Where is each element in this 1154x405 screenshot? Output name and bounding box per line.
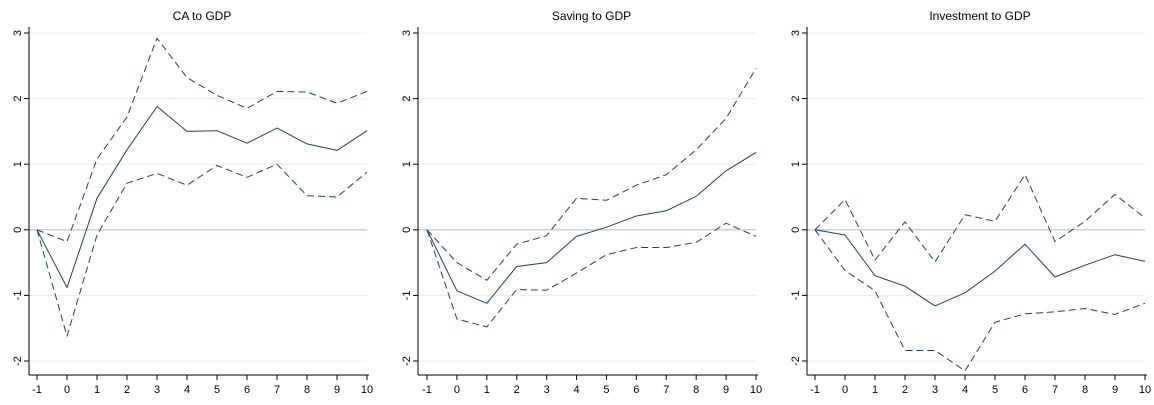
upper-band-line — [814, 174, 1146, 263]
chart-panel-2: Saving to GDP -2 -1 0 1 2 3 -1 0 1 2 3 4 5 6 7 8 9 10 — [401, 9, 762, 396]
lower-band-line — [36, 163, 368, 337]
y-tick-label: -1 — [401, 291, 413, 301]
x-tick-label: 9 — [334, 384, 340, 396]
x-tick-label: 1 — [94, 384, 100, 396]
x-tick-label: 1 — [872, 384, 878, 396]
x-tick-label: 7 — [274, 384, 280, 396]
y-tick-label: 1 — [12, 161, 24, 167]
y-tick-label: 0 — [790, 227, 802, 233]
y-tick-label: 2 — [12, 96, 24, 102]
data-point — [725, 117, 727, 119]
x-tick-label: 5 — [603, 384, 609, 396]
y-tick-label: -2 — [790, 356, 802, 366]
x-tick-label: 7 — [663, 384, 669, 396]
data-point — [1144, 217, 1146, 219]
y-tick-label: 3 — [401, 30, 413, 36]
x-tick-label: 8 — [693, 384, 699, 396]
data-point — [336, 196, 338, 198]
y-tick-label: 3 — [790, 30, 802, 36]
lower-band-line — [814, 229, 1146, 372]
data-point — [1084, 220, 1086, 222]
estimate-line — [814, 229, 1146, 307]
x-tick-label: 3 — [544, 384, 550, 396]
x-tick-label: 10 — [750, 384, 762, 396]
x-tick-label: 3 — [932, 384, 938, 396]
x-tick-label: 4 — [184, 384, 190, 396]
x-tick-label: -1 — [32, 384, 42, 396]
data-point — [1024, 174, 1026, 176]
estimate-line — [426, 151, 757, 304]
y-tick-label: -2 — [12, 356, 24, 366]
y-tick-label: 1 — [401, 161, 413, 167]
x-tick-label: 9 — [1112, 384, 1118, 396]
data-point — [1054, 311, 1056, 313]
y-tick-label: 2 — [401, 96, 413, 102]
data-point — [186, 184, 188, 186]
data-point — [994, 220, 996, 222]
data-point — [844, 199, 846, 201]
x-tick-label: 6 — [244, 384, 250, 396]
y-tick-label: -1 — [790, 291, 802, 301]
y-tick-label: 2 — [790, 96, 802, 102]
x-tick-label: 6 — [633, 384, 639, 396]
data-point — [605, 254, 607, 256]
x-tick-label: 5 — [214, 384, 220, 396]
y-tick-label: 1 — [790, 161, 802, 167]
x-tick-label: 6 — [1022, 384, 1028, 396]
y-tick-label: 0 — [401, 227, 413, 233]
x-tick-label: 8 — [1082, 384, 1088, 396]
x-tick-label: 3 — [154, 384, 160, 396]
data-point — [695, 149, 697, 151]
chart-title: Investment to GDP — [929, 9, 1030, 23]
y-tick-label: -2 — [401, 356, 413, 366]
y-tick-label: -1 — [12, 291, 24, 301]
y-tick-label: 3 — [12, 30, 24, 36]
x-tick-label: 4 — [962, 384, 968, 396]
x-tick-label: 0 — [454, 384, 460, 396]
x-tick-label: 10 — [361, 384, 373, 396]
x-tick-label: 1 — [484, 384, 490, 396]
data-point — [874, 290, 876, 292]
x-tick-label: 2 — [902, 384, 908, 396]
chart-panel-1: CA to GDP -2 -1 0 1 2 3 -1 0 1 2 3 4 5 6 7 8 9 10 — [12, 9, 373, 396]
x-tick-label: 8 — [304, 384, 310, 396]
data-point — [186, 77, 188, 79]
x-tick-label: 9 — [723, 384, 729, 396]
upper-band-line — [36, 37, 368, 243]
lower-band-line — [426, 222, 757, 328]
x-tick-label: 0 — [842, 384, 848, 396]
y-tick-label: 0 — [12, 227, 24, 233]
x-tick-label: -1 — [810, 384, 820, 396]
x-tick-label: 0 — [64, 384, 70, 396]
x-tick-label: 4 — [573, 384, 579, 396]
x-tick-label: 5 — [992, 384, 998, 396]
x-tick-label: 2 — [514, 384, 520, 396]
x-tick-label: 7 — [1052, 384, 1058, 396]
x-tick-label: 2 — [124, 384, 130, 396]
x-tick-label: -1 — [422, 384, 432, 396]
upper-band-line — [426, 68, 757, 281]
data-point — [306, 91, 308, 93]
x-tick-label: 10 — [1139, 384, 1151, 396]
chart-panel-3: Investment to GDP -2 -1 0 1 2 3 -1 0 1 2 3 4 5 6 7 8 9 10 — [790, 9, 1151, 396]
estimate-line — [36, 106, 368, 288]
chart-title: CA to GDP — [173, 9, 232, 23]
chart-title: Saving to GDP — [552, 9, 631, 23]
